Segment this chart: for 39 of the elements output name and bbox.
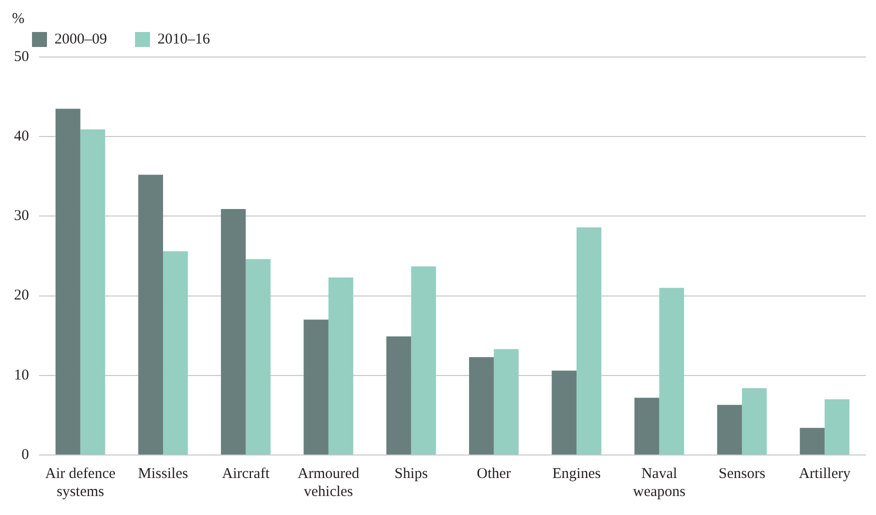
bar [552, 370, 577, 454]
x-tick-label: Artillery [798, 466, 851, 482]
bar [328, 277, 354, 454]
x-tick-label: Missiles [138, 466, 188, 482]
x-tick-label: Ships [394, 466, 428, 482]
legend-label: 2000–09 [54, 31, 107, 48]
bar [742, 388, 767, 454]
y-tick-label: 40 [14, 128, 29, 145]
y-tick-label: 30 [14, 208, 29, 224]
legend-label: 2010–16 [158, 31, 210, 48]
bar [717, 404, 742, 454]
bar [824, 399, 850, 454]
x-tick-label: Other [476, 466, 511, 482]
bar [469, 357, 494, 454]
bar [411, 266, 436, 454]
x-tick-label: Armoured vehicles [298, 466, 360, 500]
x-tick-label: Aircraft [222, 466, 270, 482]
y-tick-label: 10 [14, 367, 29, 384]
x-tick-label: Naval weapons [633, 466, 686, 500]
y-tick-label: 50 [14, 48, 29, 65]
y-axis-title: % [12, 10, 24, 27]
x-tick-label: Air defence systems [45, 466, 116, 500]
bar [386, 336, 412, 454]
bar [220, 209, 246, 454]
bar [634, 398, 660, 454]
bar [659, 288, 684, 454]
bar [80, 129, 106, 454]
bar [576, 227, 602, 454]
bar [56, 108, 80, 454]
bar [494, 349, 519, 454]
x-tick-label: Engines [552, 466, 601, 482]
y-tick-label: 20 [14, 288, 29, 304]
bar [304, 320, 328, 454]
bar [163, 251, 188, 454]
bar [800, 428, 825, 454]
bar [138, 174, 164, 454]
bar [246, 259, 271, 454]
y-tick-label: 0 [22, 446, 29, 463]
x-tick-label: Sensors [718, 466, 766, 482]
